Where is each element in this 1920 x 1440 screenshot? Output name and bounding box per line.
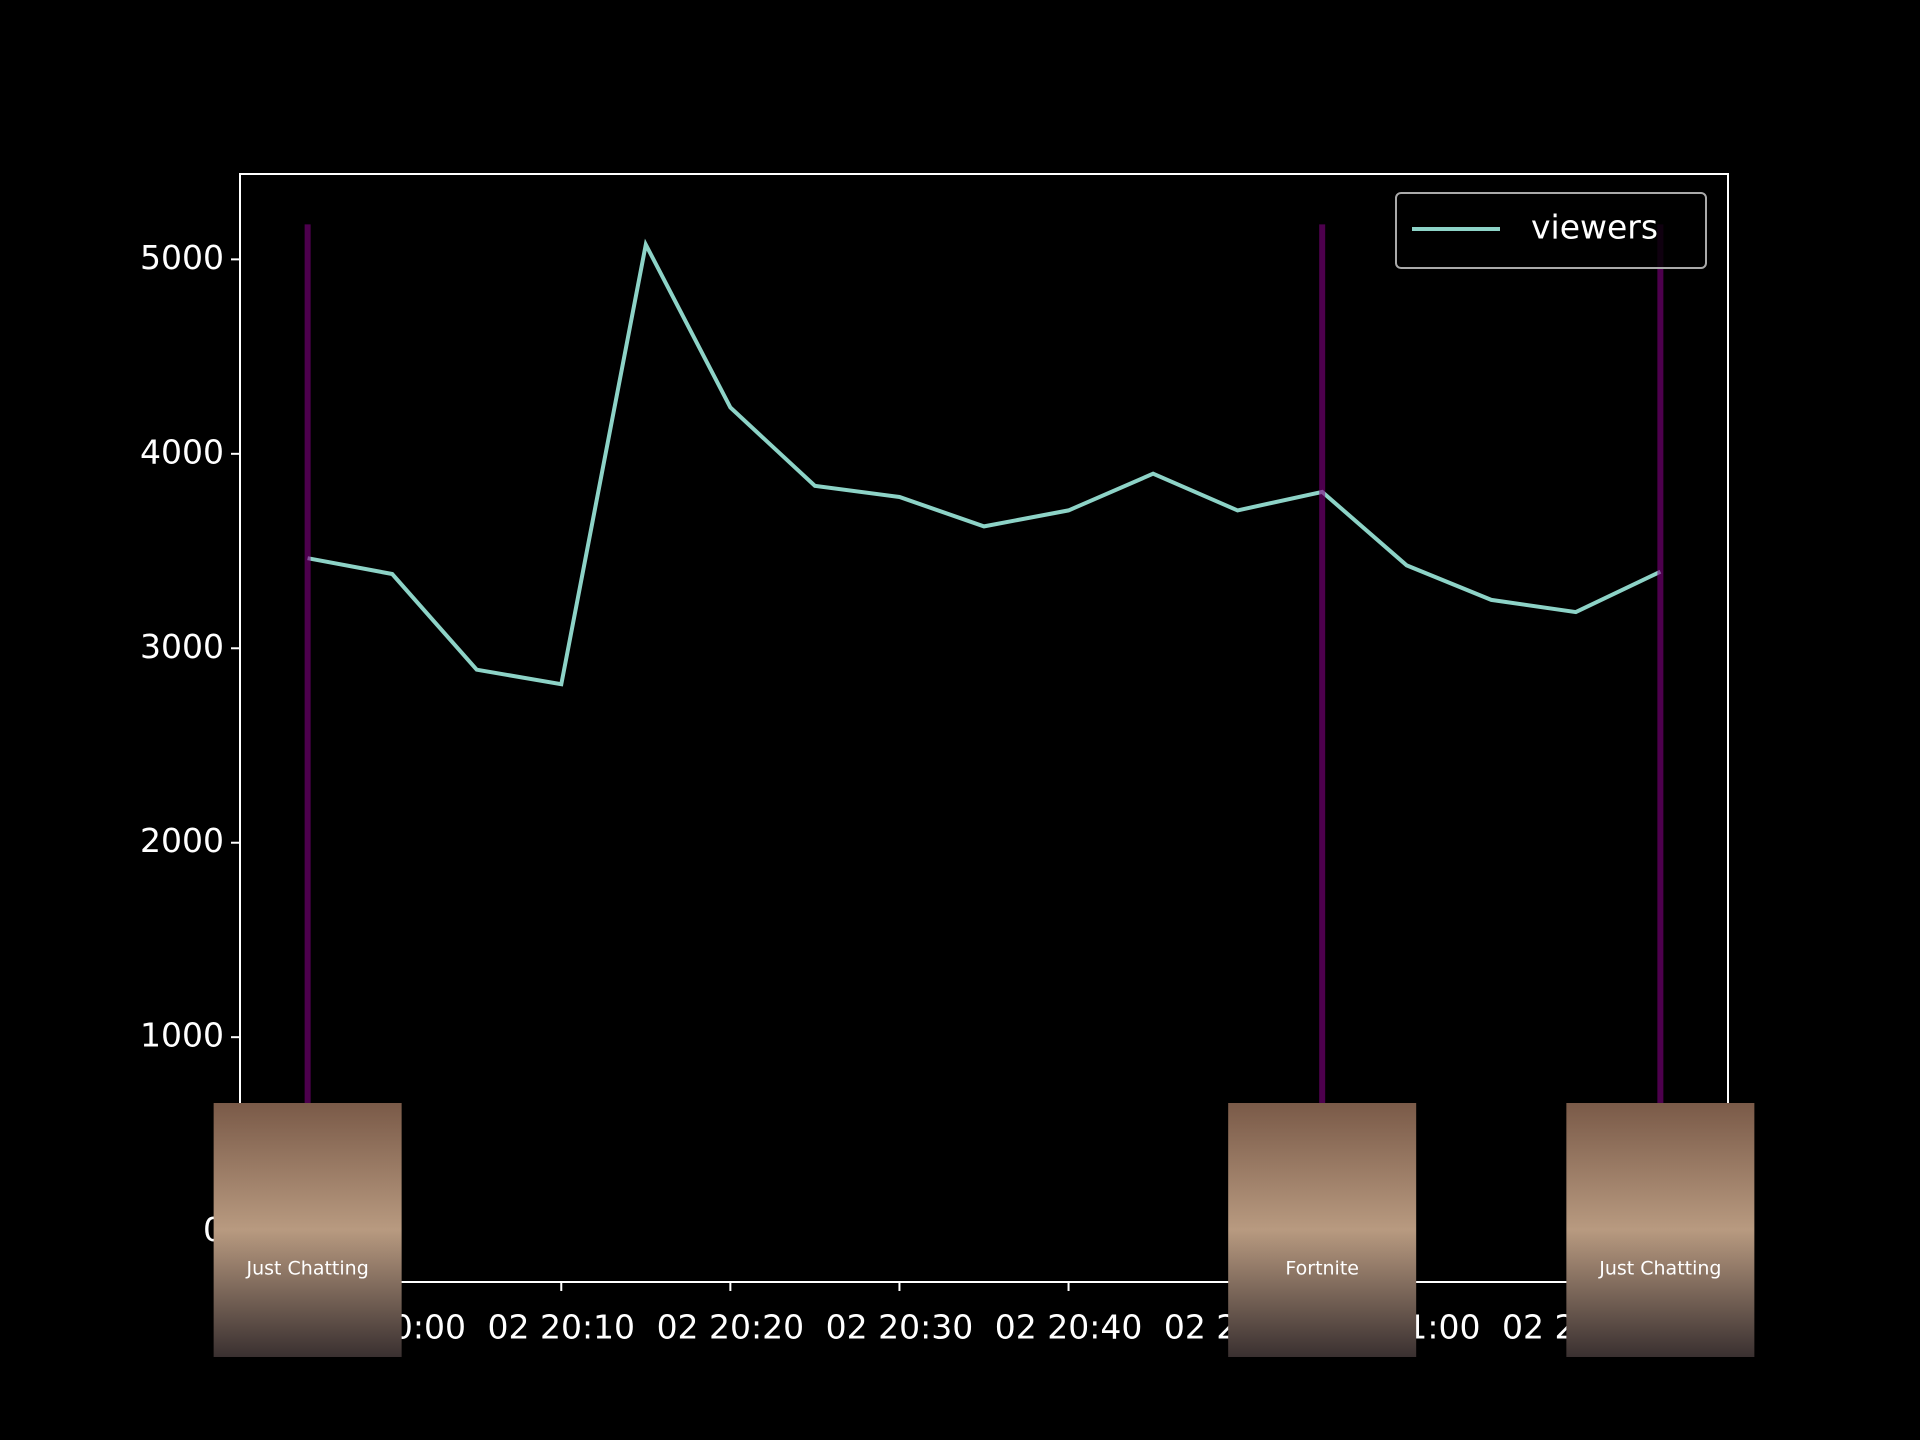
series-line [307,238,1662,687]
legend-box [1395,192,1707,269]
x-tick-label: 02 20:20 [657,1308,805,1347]
legend-label: viewers [1531,208,1658,247]
game-label: Just Chatting [1598,1258,1721,1280]
game-thumbnail [1228,1103,1417,1357]
x-tick-label: 02 20:10 [487,1308,635,1347]
game-thumbnail [1566,1103,1755,1357]
axes-frame [239,173,1729,1283]
game-thumbnail [213,1103,402,1357]
y-tick-label: 4000 [140,432,224,471]
y-tick-label: 2000 [140,821,224,860]
x-tick-label: 02 20:40 [995,1308,1143,1347]
y-tick-label: 1000 [140,1016,224,1055]
y-tick-label: 3000 [140,627,224,666]
game-label: Fortnite [1285,1258,1359,1280]
y-tick-label: 5000 [140,238,224,277]
game-label: Just Chatting [245,1258,368,1280]
x-tick-label: 02 20:30 [826,1308,974,1347]
